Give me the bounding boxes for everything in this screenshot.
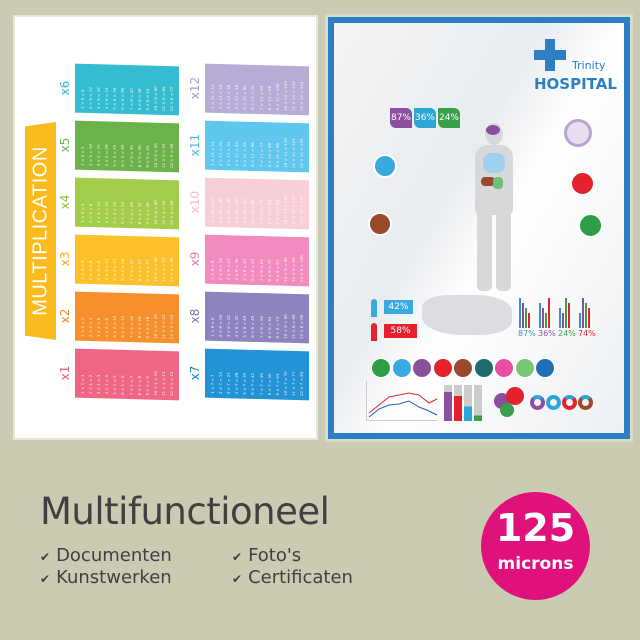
bar <box>559 308 561 328</box>
line-chart <box>366 381 438 421</box>
table-label: x2 <box>58 308 72 324</box>
table-card-x10: 1 × 10 = 10 2 × 10 = 20 3 × 10 = 30 4 × 10 … <box>205 177 309 230</box>
feature-item: ✔ Foto's <box>232 545 302 566</box>
table-label: x4 <box>58 194 72 210</box>
bar <box>522 303 524 328</box>
donut-chart <box>562 395 577 410</box>
gender-stat: 58% <box>384 324 417 338</box>
banner-title: MULTIPLICATION <box>29 146 51 316</box>
stat-box: 87% <box>390 108 412 128</box>
badge-unit: microns <box>497 554 574 574</box>
body-silhouette <box>469 123 519 293</box>
venn-red <box>506 387 524 405</box>
stat-box: 36% <box>414 108 436 128</box>
bar <box>579 313 581 328</box>
donut-chart <box>578 395 593 410</box>
table-card-x11: 1 × 11 = 11 2 × 11 = 22 3 × 11 = 33 4 × 11 … <box>205 120 309 173</box>
table-label: x3 <box>58 251 72 267</box>
bar <box>565 298 567 328</box>
heart-icon <box>432 358 453 378</box>
bar-stat-label: 74% <box>578 329 596 338</box>
liver-icon <box>368 212 392 236</box>
bar-stat-label: 36% <box>538 329 556 338</box>
liver-icon <box>453 358 473 378</box>
bar <box>568 303 570 328</box>
table-label: x5 <box>58 137 72 153</box>
table-label: x7 <box>188 365 202 381</box>
stacked-bars <box>444 385 484 421</box>
brain-icon <box>564 119 592 147</box>
bar-stat-label: 24% <box>558 329 576 338</box>
male-icon <box>371 299 377 317</box>
donut-chart <box>546 395 561 410</box>
badge-number: 125 <box>495 506 576 550</box>
footer-title: Multifunctioneel <box>40 490 330 533</box>
feature-item: ✔ Certificaten <box>232 567 353 588</box>
brand-top: Trinity <box>572 59 606 72</box>
stat-box: 24% <box>438 108 460 128</box>
hospital-poster: Trinity HOSPITAL 87% 36% 24% 42% 58% 87% 36%… <box>325 14 633 442</box>
bar <box>588 308 590 328</box>
bar <box>528 313 530 328</box>
cross-icon <box>534 39 566 71</box>
multiplication-banner: MULTIPLICATION <box>25 122 56 340</box>
table-label: x6 <box>58 80 72 96</box>
donut-chart <box>530 395 545 410</box>
table-label: x12 <box>188 76 202 100</box>
sleep-icon <box>514 358 535 378</box>
check-icon: ✔ <box>232 550 243 564</box>
table-card-x12: 1 × 12 = 12 2 × 12 = 24 3 × 12 = 36 4 × 12 … <box>205 63 309 116</box>
check-icon: ✔ <box>232 572 243 586</box>
venn-green <box>500 403 514 417</box>
feature-item: ✔ Documenten <box>40 545 172 566</box>
bar <box>585 303 587 328</box>
bar <box>539 303 541 328</box>
feature-item: ✔ Kunstwerken <box>40 567 172 588</box>
gender-stat: 42% <box>384 300 413 314</box>
table-label: x10 <box>188 190 202 214</box>
bar <box>548 298 550 328</box>
table-label: x9 <box>188 251 202 267</box>
bar <box>562 313 564 328</box>
lungs-icon <box>391 358 412 378</box>
poster-frame: Trinity HOSPITAL 87% 36% 24% 42% 58% 87% 36%… <box>328 17 630 439</box>
bar <box>545 313 547 328</box>
bar <box>525 308 527 328</box>
world-map <box>422 295 512 335</box>
female-icon <box>371 323 377 341</box>
microns-badge: 125 microns <box>481 492 590 600</box>
bar-stat-label: 87% <box>518 329 536 338</box>
table-label: x8 <box>188 308 202 324</box>
brand-main: HOSPITAL <box>534 75 617 93</box>
stomach-icon <box>371 358 391 378</box>
bar <box>519 298 521 328</box>
heart-icon <box>570 171 595 196</box>
check-icon: ✔ <box>40 572 51 586</box>
brain-icon <box>412 358 432 378</box>
table-label: x1 <box>58 365 72 381</box>
lungs-icon <box>373 154 397 178</box>
apple-icon <box>535 358 555 378</box>
bar <box>582 298 584 328</box>
check-icon: ✔ <box>40 550 51 564</box>
tooth-icon <box>473 358 494 378</box>
heart-pink-icon <box>494 358 514 378</box>
bar <box>542 308 544 328</box>
table-label: x11 <box>188 133 202 157</box>
stomach-icon <box>578 213 603 238</box>
